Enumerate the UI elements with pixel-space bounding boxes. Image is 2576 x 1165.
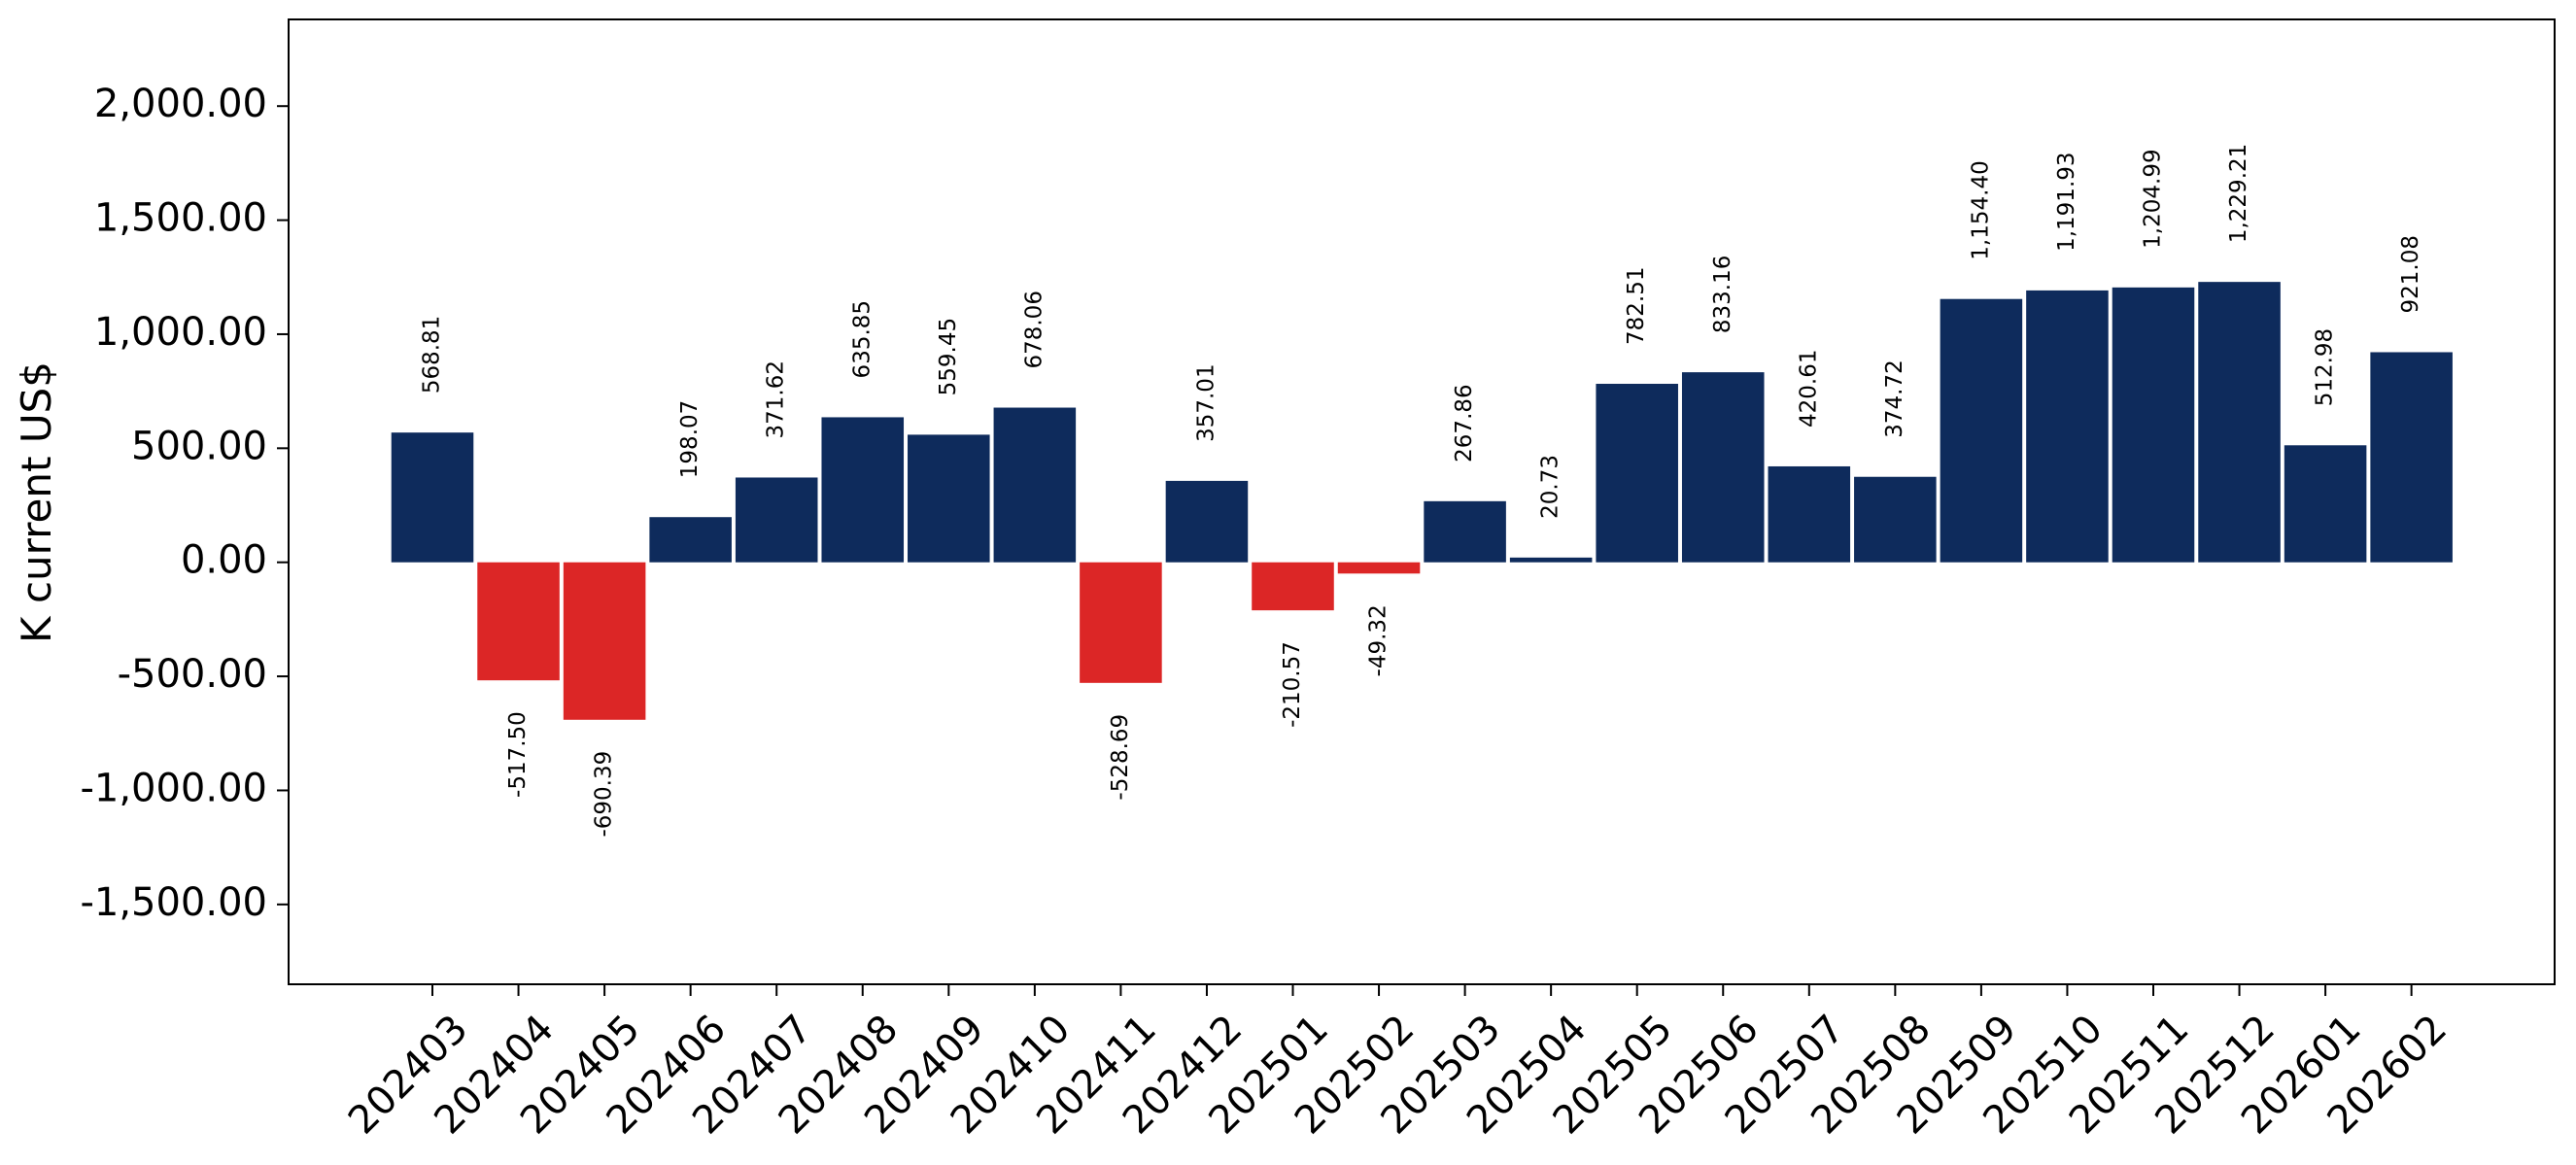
- data-label-202512: 1,229.21: [2226, 144, 2251, 243]
- bar-202601: [2284, 445, 2367, 563]
- bar-202505: [1596, 384, 1678, 563]
- bar-202512: [2198, 282, 2281, 563]
- bar-202406: [649, 517, 732, 563]
- data-label-202504: 20.73: [1538, 455, 1563, 519]
- data-label-202506: 833.16: [1710, 256, 1735, 333]
- data-label-202410: 678.06: [1021, 291, 1047, 368]
- bar-202411: [1080, 562, 1162, 683]
- data-label-202511: 1,204.99: [2141, 149, 2166, 248]
- bar-202502: [1337, 562, 1421, 574]
- bar-202501: [1252, 562, 1334, 611]
- y-tick-label: 500.00: [131, 424, 267, 468]
- bar-202507: [1768, 465, 1851, 563]
- data-label-202507: 420.61: [1796, 349, 1821, 427]
- data-label-202510: 1,191.93: [2054, 152, 2079, 251]
- bar-202403: [391, 432, 474, 563]
- y-tick-label: 0.00: [181, 538, 267, 583]
- data-label-202503: 267.86: [1452, 384, 1477, 462]
- bar-202408: [821, 417, 905, 563]
- bar-202409: [908, 434, 990, 563]
- data-label-202502: -49.32: [1366, 604, 1391, 676]
- data-label-202411: -528.69: [1108, 714, 1133, 801]
- bar-202407: [735, 477, 818, 563]
- data-label-202501: -210.57: [1280, 641, 1305, 728]
- y-tick-label: -1,500.00: [80, 880, 267, 925]
- bar-202412: [1165, 480, 1249, 563]
- y-tick-label: -500.00: [118, 652, 267, 697]
- data-label-202412: 357.01: [1193, 363, 1219, 441]
- data-labels-group: 568.81 -517.50 -690.39 198.07 371.62 635.85 55…: [420, 144, 2424, 838]
- bar-202511: [2112, 287, 2195, 563]
- y-tick-label: 2,000.00: [94, 82, 267, 126]
- bar-202410: [993, 407, 1077, 563]
- data-label-202508: 374.72: [1882, 360, 1907, 437]
- bar-202503: [1424, 500, 1506, 563]
- data-label-202405: -690.39: [592, 751, 617, 838]
- data-label-202404: -517.50: [505, 711, 531, 798]
- bar-202405: [563, 562, 646, 720]
- y-axis: -1,500.00 -1,000.00 -500.00 0.00 500.00 1,000…: [80, 82, 289, 925]
- x-axis: 2024032024042024052024062024072024082024…: [340, 984, 2456, 1143]
- bar-202602: [2370, 352, 2453, 563]
- y-axis-title: K current US$: [13, 361, 60, 643]
- y-tick-label: 1,500.00: [94, 196, 267, 241]
- data-label-202505: 782.51: [1624, 267, 1649, 345]
- y-tick-label: -1,000.00: [80, 766, 267, 810]
- data-label-202406: 198.07: [677, 400, 703, 478]
- bar-202504: [1509, 557, 1593, 563]
- data-label-202407: 371.62: [764, 360, 789, 438]
- data-label-202408: 635.85: [849, 300, 875, 378]
- y-tick-label: 1,000.00: [94, 310, 267, 355]
- plot-frame: [288, 18, 2556, 985]
- data-label-202602: 921.08: [2398, 235, 2423, 313]
- bars-group: [391, 282, 2453, 720]
- bar-202508: [1854, 476, 1937, 563]
- bar-202509: [1940, 298, 2023, 563]
- bar-202510: [2026, 290, 2109, 563]
- bar-202506: [1681, 372, 1765, 563]
- data-label-202403: 568.81: [420, 316, 445, 394]
- data-label-202601: 512.98: [2313, 328, 2338, 406]
- data-label-202409: 559.45: [936, 318, 961, 395]
- data-label-202509: 1,154.40: [1968, 160, 1993, 259]
- bar-202404: [477, 562, 560, 681]
